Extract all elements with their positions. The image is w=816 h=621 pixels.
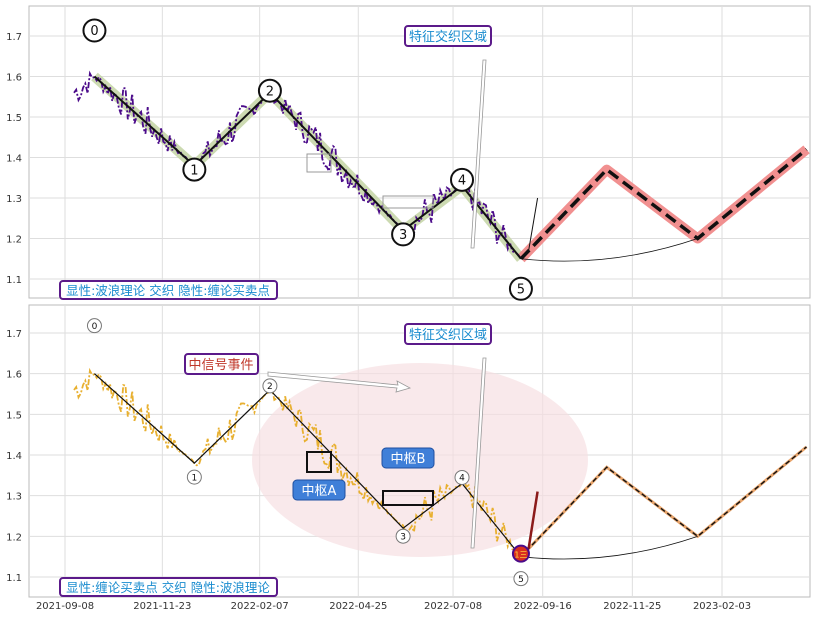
top-series: 0 1 2 3 4 5 (73, 18, 810, 301)
x-tick-label: 2021-09-08 (36, 601, 94, 612)
zone-a-box (306, 451, 332, 473)
top-legend: 显性:波浪理论 交织 隐性:缠论买卖点 (59, 280, 278, 300)
price-series-line (73, 367, 522, 558)
top-panel-frame (28, 5, 811, 299)
projection-dashed-line (520, 446, 807, 558)
y-tick-label: 1.5 (6, 410, 22, 421)
x-tick-label: 2022-11-25 (603, 601, 661, 612)
top-legend-text: 显性:波浪理论 交织 隐性:缠论买卖点 (66, 283, 270, 298)
wave-point-label: 5 (518, 575, 524, 585)
y-tick-label: 1.2 (6, 235, 22, 246)
wave-point-label: 3 (399, 228, 407, 243)
bottom-legend-text: 显性:缠论买卖点 交织 隐性:波浪理论 (66, 580, 270, 595)
wave-skeleton-line (94, 373, 522, 558)
wave-point-label: 0 (92, 322, 98, 332)
wave-point-marker (391, 222, 416, 247)
zone-b-label: 中枢B (381, 447, 435, 469)
x-tick-labels: 2021-09-08 2021-11-23 2022-02-07 2022-04-25… (36, 601, 751, 612)
y-tick-label: 1.6 (6, 370, 22, 381)
y-tick-label: 1.2 (6, 532, 22, 543)
wave-point-marker (182, 157, 207, 182)
zone-b-text: 中枢B (391, 452, 426, 467)
x-tick-label: 2022-07-08 (424, 601, 482, 612)
wave-point-label: 1 (190, 163, 198, 178)
wave-point-marker (186, 469, 202, 485)
x-tick-label: 2021-11-23 (133, 601, 191, 612)
projection-arc (520, 535, 698, 560)
x-tick-label: 2022-09-16 (514, 601, 572, 612)
event-label-text: 中信号事件 (188, 358, 253, 373)
y-tick-label: 1.4 (6, 451, 22, 462)
wave-point-marker (395, 528, 411, 544)
price-series-line (73, 70, 522, 260)
y-tick-label: 1.5 (6, 113, 22, 124)
wave-point-label: 4 (459, 474, 465, 484)
bottom-annotation-box: 特征交织区域 (404, 323, 492, 345)
bottom-annotation-text: 特征交织区域 (409, 327, 487, 343)
y-tick-label: 1.1 (6, 573, 22, 584)
x-tick-label: 2022-02-07 (231, 601, 289, 612)
signal-marker-dot (511, 544, 530, 563)
wave-point-marker (508, 276, 533, 301)
projection-dashed-line (519, 148, 808, 260)
top-zone-b-box (382, 195, 434, 209)
top-annotation-text: 特征交织区域 (409, 29, 487, 45)
top-annotation-arrow (470, 59, 487, 249)
wave-point-marker (262, 378, 278, 394)
projection-arc (520, 238, 698, 262)
bottom-y-tick-labels: 1.1 1.2 1.3 1.4 1.5 1.6 1.7 (6, 329, 22, 584)
event-label-box: 中信号事件 (184, 353, 259, 375)
y-tick-label: 1.7 (6, 329, 22, 340)
rebound-line (528, 197, 539, 251)
top-zone-a-box (306, 153, 332, 173)
wave-point-label: 3 (400, 532, 406, 542)
wave-point-label: 2 (267, 382, 273, 392)
wave-point-marker (82, 18, 107, 43)
x-tick-label: 2022-04-25 (329, 601, 387, 612)
wave-point-label: 1 (191, 473, 197, 483)
y-tick-label: 1.6 (6, 73, 22, 84)
wave-point-marker (257, 78, 282, 103)
top-grid (29, 6, 810, 298)
zone-a-label: 中枢A (292, 479, 346, 501)
zone-a-text: 中枢A (302, 484, 337, 499)
wave-point-label: 5 (517, 282, 525, 297)
y-tick-label: 1.3 (6, 194, 22, 205)
signal-marker-label: 1三 (514, 551, 527, 560)
y-tick-label: 1.1 (6, 275, 22, 286)
wave-point-marker (513, 571, 529, 587)
wave-point-marker (450, 167, 475, 192)
wave-point-marker (86, 318, 102, 334)
event-arrow (267, 371, 412, 393)
x-tick-label: 2023-02-03 (693, 601, 751, 612)
wave-skeleton-line (93, 75, 522, 260)
y-tick-label: 1.7 (6, 32, 22, 43)
zone-b-box (382, 490, 434, 506)
wave-point-label: 2 (266, 84, 274, 99)
rebound-line (527, 491, 539, 549)
bottom-series: 0 1 2 3 4 5 1三 (73, 318, 808, 587)
y-tick-label: 1.3 (6, 492, 22, 503)
bottom-annotation-arrow (470, 357, 487, 549)
wave-point-marker (454, 469, 470, 485)
bottom-legend: 显性:缠论买卖点 交织 隐性:波浪理论 (59, 577, 278, 597)
wave-point-label: 0 (90, 24, 98, 39)
y-tick-label: 1.4 (6, 154, 22, 165)
top-annotation-box: 特征交织区域 (404, 25, 492, 47)
wave-point-label: 4 (458, 174, 466, 189)
top-y-tick-labels: 1.1 1.2 1.3 1.4 1.5 1.6 1.7 (6, 32, 22, 286)
